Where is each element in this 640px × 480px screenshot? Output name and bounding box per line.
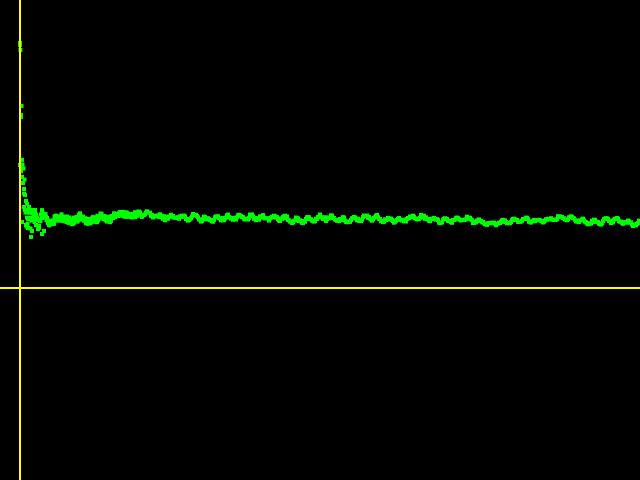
data-point — [27, 210, 32, 215]
data-point — [122, 214, 127, 219]
data-point — [275, 215, 279, 220]
data-point — [378, 217, 382, 221]
data-point — [38, 219, 43, 224]
data-point — [34, 223, 38, 227]
data-point — [69, 217, 73, 222]
data-point — [234, 217, 238, 222]
data-point — [112, 211, 116, 216]
data-point — [247, 215, 251, 220]
data-point — [78, 211, 82, 216]
data-point — [21, 181, 25, 185]
data-point — [25, 221, 30, 226]
data-point — [40, 208, 44, 213]
data-point — [526, 217, 530, 222]
data-point — [318, 212, 322, 217]
data-point — [20, 162, 25, 167]
data-point — [330, 213, 334, 218]
data-point — [440, 220, 444, 225]
data-point — [196, 215, 200, 220]
data-point — [34, 212, 38, 217]
data-point — [32, 220, 37, 225]
data-point — [285, 214, 289, 219]
data-point — [29, 208, 33, 212]
data-point — [163, 218, 167, 223]
data-point — [52, 221, 56, 226]
data-point — [24, 224, 29, 229]
data-point — [33, 208, 37, 212]
data-point — [109, 218, 113, 223]
data-point — [303, 219, 307, 224]
data-point — [450, 220, 454, 225]
data-point — [638, 220, 640, 225]
data-point — [601, 219, 605, 224]
data-point — [83, 216, 88, 221]
data-point — [59, 212, 64, 217]
data-point — [375, 212, 379, 217]
data-point — [616, 216, 620, 221]
data-point — [72, 220, 76, 225]
data-point — [436, 217, 440, 222]
data-point — [600, 221, 604, 226]
data-point — [22, 191, 26, 196]
data-point — [177, 216, 181, 221]
data-point — [43, 212, 48, 217]
data-point — [29, 235, 33, 239]
data-point — [183, 214, 187, 219]
data-point — [555, 217, 559, 222]
data-point — [20, 220, 24, 224]
data-point — [261, 213, 265, 218]
data-point — [88, 221, 93, 226]
data-point — [26, 208, 31, 213]
data-point — [138, 210, 142, 215]
data-point — [470, 218, 474, 223]
data-point — [219, 218, 223, 223]
data-point — [404, 219, 408, 224]
data-point — [293, 218, 297, 223]
data-point — [629, 220, 633, 225]
data-point — [328, 215, 332, 220]
data-point — [342, 215, 346, 220]
data-point — [226, 212, 230, 217]
data-point — [21, 166, 26, 171]
data-point — [22, 177, 27, 182]
data-point — [42, 229, 46, 233]
data-point — [212, 218, 216, 222]
data-point — [99, 211, 104, 216]
data-point — [36, 227, 40, 232]
data-point — [24, 209, 28, 214]
data-point — [611, 220, 615, 225]
data-point — [19, 103, 24, 108]
data-point — [24, 199, 28, 203]
data-point — [224, 215, 228, 220]
data-point — [27, 205, 31, 209]
data-point — [31, 217, 35, 222]
data-point — [203, 215, 207, 220]
data-point — [257, 217, 261, 222]
data-point — [81, 214, 85, 219]
data-point — [22, 187, 26, 191]
data-point — [360, 217, 364, 222]
data-point — [40, 232, 44, 236]
data-point — [148, 210, 152, 215]
data-point — [313, 219, 317, 224]
data-point — [30, 229, 34, 233]
data-point — [428, 219, 432, 224]
data-point — [22, 205, 26, 209]
data-point — [105, 214, 110, 219]
data-point — [77, 217, 82, 222]
data-point — [20, 157, 24, 162]
data-point — [28, 226, 33, 231]
data-point — [591, 220, 595, 225]
data-point — [20, 175, 24, 179]
series-points — [18, 41, 640, 239]
data-point — [102, 214, 107, 218]
data-point — [37, 223, 41, 228]
data-point — [25, 202, 29, 206]
